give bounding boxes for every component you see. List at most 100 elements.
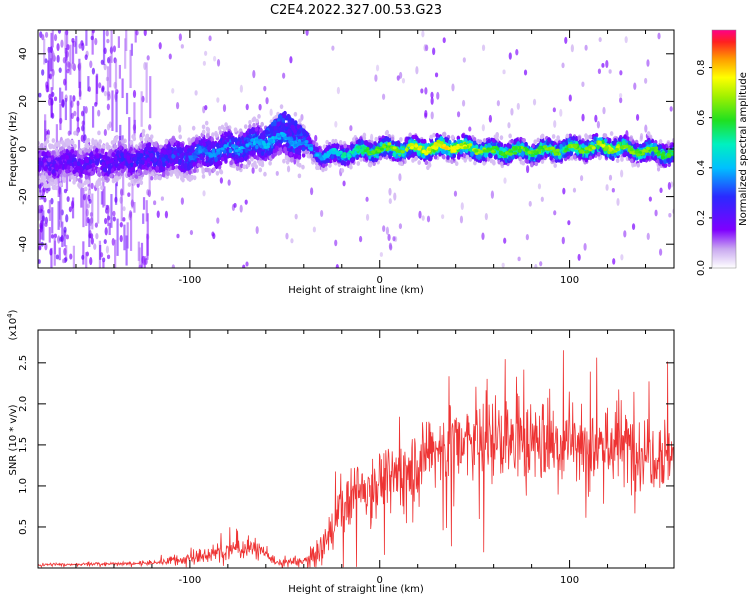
heatmap-cell <box>85 30 88 46</box>
heatmap-cell <box>138 247 141 268</box>
heatmap-cell <box>170 165 175 171</box>
heatmap-cell <box>181 177 185 183</box>
heatmap-cell <box>69 253 73 260</box>
heatmap-cell <box>648 196 652 202</box>
heatmap-cell <box>115 92 118 133</box>
heatmap-cell <box>153 146 158 152</box>
heatmap-cell <box>109 173 113 179</box>
heatmap-cell <box>202 142 207 147</box>
heatmap-cell <box>66 196 70 202</box>
heatmap-cell <box>436 91 440 100</box>
heatmap-cell <box>392 236 396 242</box>
heatmap-cell <box>44 31 49 38</box>
heatmap-cell <box>71 41 75 64</box>
heatmap-cell <box>365 213 370 221</box>
heatmap-cell <box>179 153 183 159</box>
heatmap-cell <box>254 164 259 170</box>
heatmap-cell <box>56 54 60 63</box>
heatmap-cell <box>38 259 41 264</box>
heatmap-cell <box>328 163 332 168</box>
heatmap-cell <box>473 160 477 166</box>
heatmap-cell <box>285 232 289 240</box>
heatmap-cell <box>128 117 131 151</box>
heatmap-cell <box>79 166 84 172</box>
heatmap-cell <box>77 177 82 183</box>
heatmap-cell <box>619 93 623 98</box>
heatmap-cell <box>57 201 60 230</box>
heatmap-cell <box>60 169 63 187</box>
heatmap-cell <box>129 49 132 89</box>
heatmap-cell <box>421 30 425 38</box>
heatmap-cell <box>561 62 565 69</box>
heatmap-cell <box>263 85 267 92</box>
heatmap-cell <box>297 173 302 179</box>
heatmap-cell <box>38 171 41 177</box>
heatmap-cell <box>64 48 68 91</box>
heatmap-cell <box>359 235 363 243</box>
heatmap-cell <box>53 180 58 186</box>
heatmap-cell <box>373 141 377 146</box>
heatmap-cell <box>310 187 314 196</box>
heatmap-cell <box>463 157 467 163</box>
heatmap-cell <box>98 82 102 89</box>
heatmap-cell <box>103 186 106 206</box>
heatmap-cell <box>84 54 88 61</box>
heatmap-cell <box>260 121 264 127</box>
heatmap-cell <box>434 72 439 78</box>
heatmap-cell <box>184 144 189 150</box>
heatmap-cell <box>78 43 82 49</box>
heatmap-cell <box>639 132 644 140</box>
heatmap-cell <box>349 164 353 170</box>
heatmap-cell <box>59 150 64 156</box>
heatmap-cell <box>188 169 192 175</box>
heatmap-cell <box>484 212 488 221</box>
heatmap-cell <box>125 92 129 115</box>
heatmap-cell <box>646 59 650 67</box>
heatmap-cell <box>80 159 84 165</box>
heatmap-cell <box>90 182 94 190</box>
heatmap-cell <box>149 76 152 119</box>
heatmap-cell <box>248 119 252 125</box>
heatmap-cell <box>258 167 263 173</box>
heatmap-cell <box>239 131 244 137</box>
heatmap-cell <box>239 204 243 213</box>
heatmap-cell <box>510 107 514 116</box>
heatmap-cell <box>178 124 182 133</box>
heatmap-cell <box>426 215 431 223</box>
heatmap-cell <box>523 69 528 76</box>
heatmap-cell <box>257 114 261 119</box>
heatmap-cell <box>232 163 237 169</box>
heatmap-cell <box>269 108 273 117</box>
heatmap-cell <box>658 144 663 150</box>
heatmap-cell <box>334 239 338 247</box>
heatmap-cell <box>495 133 499 139</box>
heatmap-cell <box>38 229 41 250</box>
heatmap-cell <box>461 99 466 107</box>
heatmap-cell <box>297 145 302 151</box>
heatmap-cell <box>481 232 485 241</box>
heatmap-cell <box>125 30 128 51</box>
heatmap-cell <box>81 42 85 51</box>
heatmap-cell <box>216 59 221 67</box>
heatmap-cell <box>82 187 85 228</box>
heatmap-cell <box>108 222 111 236</box>
heatmap-cell <box>444 137 448 143</box>
heatmap-cell <box>100 191 103 205</box>
heatmap-cell <box>143 256 146 268</box>
heatmap-cell <box>112 45 117 53</box>
heatmap-cell <box>97 144 101 149</box>
heatmap-cell <box>158 42 162 50</box>
heatmap-cell <box>164 210 169 219</box>
heatmap-cell <box>230 137 235 143</box>
heatmap-cell <box>134 144 139 150</box>
heatmap-cell <box>242 164 247 170</box>
heatmap-cell <box>43 38 46 65</box>
heatmap-cell <box>275 170 279 176</box>
heatmap-cell <box>282 158 286 164</box>
heatmap-cell <box>38 92 42 98</box>
heatmap-cell <box>96 167 101 173</box>
heatmap-cell <box>564 36 568 44</box>
heatmap-cell <box>602 106 606 115</box>
